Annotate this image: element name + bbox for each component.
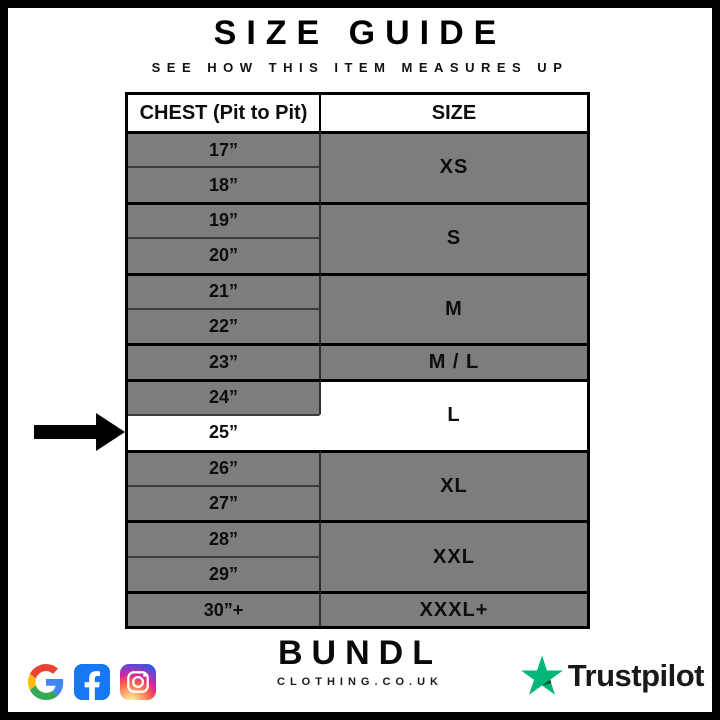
- measurement-cell: 28”: [128, 520, 321, 556]
- measurement-cell: 24”: [128, 378, 321, 415]
- measurement-cell: 30”+: [128, 591, 321, 627]
- measurement-cell: 22”: [128, 307, 321, 344]
- size-cell: XXL: [321, 520, 587, 592]
- measurement-cell: 18”: [128, 166, 321, 202]
- brand-logo: BUNDL CLOTHING.CO.UK: [277, 634, 443, 688]
- measurement-cell: 20”: [128, 237, 321, 273]
- trustpilot-logo[interactable]: Trustpilot: [520, 655, 705, 696]
- size-column-header: SIZE: [321, 95, 587, 131]
- measurement-cell: 17”: [128, 131, 321, 167]
- measurement-cell: 26”: [128, 449, 321, 485]
- size-table: CHEST (Pit to Pit) SIZE 17” 18” XS 19” 20” S 2…: [125, 92, 590, 630]
- size-cell: S: [321, 201, 587, 273]
- size-cell: XS: [321, 131, 587, 202]
- google-icon[interactable]: [28, 664, 64, 700]
- social-icons: [28, 664, 156, 700]
- size-cell: XXXL+: [321, 591, 587, 627]
- size-cell: M / L: [321, 343, 587, 379]
- page-subtitle: SEE HOW THIS ITEM MEASURES UP: [151, 60, 569, 75]
- brand-domain: CLOTHING.CO.UK: [277, 676, 443, 688]
- trustpilot-label: Trustpilot: [567, 657, 705, 693]
- measurement-cell: 23”: [128, 343, 321, 379]
- size-cell: L: [321, 378, 587, 450]
- chest-column-header: CHEST (Pit to Pit): [128, 95, 321, 131]
- trustpilot-star-icon: [520, 655, 563, 695]
- size-cell: XL: [321, 449, 587, 521]
- page-title: SIZE GUIDE: [213, 14, 507, 52]
- row-pointer-arrow-icon: [34, 413, 125, 451]
- measurement-cell: 27”: [128, 484, 321, 521]
- measurement-cell: 19”: [128, 201, 321, 238]
- facebook-icon[interactable]: [74, 664, 110, 700]
- brand-name: BUNDL: [278, 634, 442, 672]
- size-cell: M: [321, 272, 587, 344]
- measurement-cell: 21”: [128, 272, 321, 308]
- measurement-cell: 29”: [128, 555, 321, 592]
- measurement-cell: 25”: [128, 414, 321, 450]
- instagram-icon[interactable]: [120, 664, 156, 700]
